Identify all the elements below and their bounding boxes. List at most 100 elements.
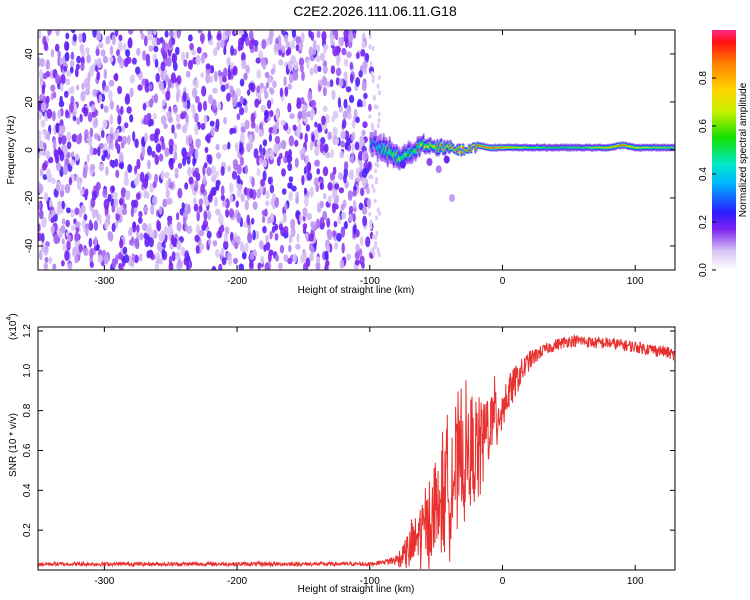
noise-cell (299, 64, 304, 73)
snr-x-label: Height of straight line (km) (298, 584, 415, 595)
noise-cell (262, 170, 267, 182)
noise-cell (209, 120, 215, 127)
noise-cell (97, 254, 103, 264)
noise-cell (122, 208, 127, 216)
noise-cell (96, 71, 101, 81)
noise-cell (160, 115, 167, 125)
noise-cell (140, 33, 146, 40)
noise-cell (108, 90, 113, 101)
noise-cell (39, 94, 44, 101)
noise-cell (81, 32, 87, 43)
noise-cell (315, 218, 321, 229)
noise-cell (283, 76, 287, 87)
noise-cell (289, 113, 295, 120)
noise-cell (274, 233, 279, 241)
spectrogram-y-ticks: -40 -20 0 20 40 (24, 48, 675, 253)
noise-cell (61, 260, 65, 267)
noise-cell (314, 146, 319, 156)
noise-cell (100, 49, 106, 57)
noise-cell (192, 157, 196, 167)
noise-cell (146, 59, 151, 67)
ridge-cell (399, 160, 406, 169)
x-tick-label: -100 (360, 276, 380, 287)
noise-cell (340, 203, 345, 211)
noise-cell (222, 144, 228, 151)
noise-cell (176, 240, 182, 251)
noise-cell (117, 55, 122, 64)
noise-cell (317, 206, 322, 213)
noise-cell (202, 174, 206, 185)
noise-cell (103, 198, 110, 210)
noise-cell (113, 73, 118, 81)
noise-cell (267, 176, 272, 185)
noise-cell (256, 85, 261, 93)
noise-cell (194, 124, 199, 136)
noise-cell (105, 35, 111, 45)
noise-cell (206, 166, 212, 177)
noise-cell (369, 224, 373, 230)
noise-cell (358, 70, 363, 78)
noise-cell (281, 188, 287, 195)
noise-cell (323, 44, 327, 54)
noise-cell (66, 240, 71, 249)
noise-cell (377, 74, 381, 80)
noise-cell (340, 36, 344, 46)
noise-cell (121, 125, 126, 133)
noise-cell (210, 127, 215, 137)
noise-cell (43, 245, 49, 256)
noise-cell (158, 205, 163, 215)
noise-cell (92, 30, 97, 38)
noise-cell (368, 34, 372, 40)
noise-cell (207, 30, 212, 41)
noise-cell (83, 107, 89, 117)
noise-cell (186, 99, 191, 110)
noise-cell (53, 233, 59, 245)
noise-cell (128, 226, 133, 237)
noise-cell (249, 140, 253, 150)
noise-cell (103, 143, 108, 151)
noise-cell (62, 164, 68, 176)
noise-cell (55, 30, 60, 37)
noise-cell (168, 182, 174, 189)
noise-cell (368, 103, 372, 112)
noise-cell (83, 213, 88, 221)
noise-cell (50, 225, 55, 234)
noise-cell (109, 159, 114, 167)
noise-cell (138, 253, 143, 262)
noise-cell (148, 98, 154, 108)
snr-multiplier-exp: 4 (6, 317, 13, 321)
noise-cell (229, 182, 234, 194)
noise-cell (155, 37, 161, 46)
noise-cell (275, 110, 279, 121)
noise-cell (61, 238, 65, 245)
noise-cell (228, 256, 233, 266)
noise-cell (302, 226, 307, 234)
svg-text:(x104): (x104) (6, 313, 19, 340)
noise-cell (376, 83, 380, 89)
noise-cell (71, 30, 76, 34)
noise-cell (188, 59, 193, 70)
noise-cell (136, 158, 141, 170)
noise-cell (294, 139, 299, 147)
noise-cell (237, 183, 243, 191)
noise-cell (362, 206, 368, 215)
noise-cell (188, 176, 194, 185)
noise-cell (239, 78, 245, 87)
noise-cell (173, 132, 177, 139)
noise-cell (61, 200, 65, 210)
noise-cell (41, 216, 47, 228)
noise-cell (259, 144, 263, 154)
noise-cell (202, 219, 209, 229)
noise-cell (70, 51, 75, 60)
noise-cell (195, 244, 200, 254)
colorbar-tick-label: 0.8 (698, 71, 709, 85)
noise-cell (375, 230, 379, 236)
noise-cell (131, 236, 135, 244)
noise-cell (322, 76, 328, 87)
noise-cell (264, 262, 270, 270)
noise-cell (185, 113, 189, 123)
noise-cell (348, 170, 354, 180)
noise-cell (239, 107, 245, 116)
noise-cell (222, 76, 227, 83)
noise-cell (348, 31, 354, 43)
